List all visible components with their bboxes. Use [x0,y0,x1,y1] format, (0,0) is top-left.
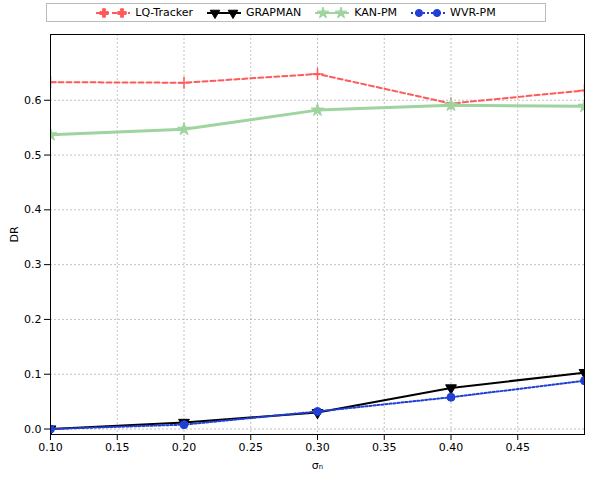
svg-text:0.35: 0.35 [372,441,397,454]
svg-text:0.6: 0.6 [24,94,42,107]
svg-text:0.1: 0.1 [24,368,42,381]
html-text:LQ-Tracker: LQ-Tracker [135,6,193,19]
svg-text:0.2: 0.2 [24,313,42,326]
html-text:WVR-PM: WVR-PM [450,6,496,19]
html-text:KAN-PM: KAN-PM [354,6,397,19]
svg-text:0.15: 0.15 [105,441,130,454]
svg-text:0.25: 0.25 [239,441,264,454]
html-text:GRAPMAN: GRAPMAN [246,6,302,19]
svg-text:0.4: 0.4 [24,203,42,216]
svg-text:0.40: 0.40 [439,441,464,454]
svg-text:σₙ: σₙ [312,459,323,472]
svg-text:0.3: 0.3 [24,258,42,271]
svg-text:0.5: 0.5 [24,149,42,162]
svg-text:0.20: 0.20 [172,441,197,454]
svg-text:0.0: 0.0 [24,423,42,436]
svg-text:0.10: 0.10 [38,441,63,454]
svg-text:0.30: 0.30 [305,441,330,454]
svg-text:0.45: 0.45 [506,441,531,454]
svg-text:DR: DR [8,226,21,242]
